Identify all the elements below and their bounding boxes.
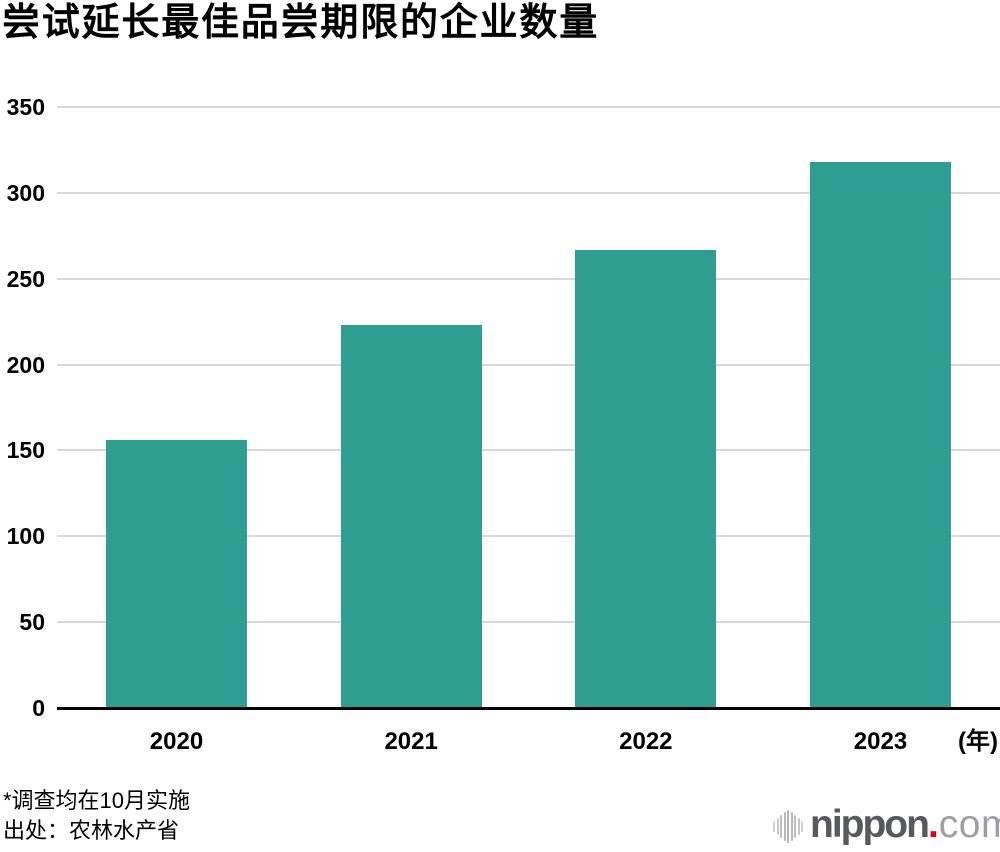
y-tick-label-350: 350 xyxy=(6,94,45,120)
footnote-survey: *调查均在10月实施 xyxy=(3,788,191,813)
x-tick-label-2022: 2022 xyxy=(619,728,673,755)
gridline-100 xyxy=(57,535,1000,538)
gridline-250 xyxy=(57,277,1000,280)
footnotes: *调查均在10月实施 出处：农林水产省 xyxy=(3,786,190,846)
bar-chart-plot-area xyxy=(57,106,1000,708)
bar-2022 xyxy=(575,249,717,708)
nippon-logo: nippon.com xyxy=(810,800,1000,850)
y-tick-label-300: 300 xyxy=(6,179,45,206)
y-tick-label-250: 250 xyxy=(6,265,45,292)
y-tick-label-150: 150 xyxy=(6,437,45,464)
y-tick-label-50: 50 xyxy=(19,609,45,636)
gridline-200 xyxy=(57,363,1000,366)
logo-dot: . xyxy=(927,803,939,846)
soundwave-bars-icon xyxy=(773,810,803,843)
logo-brand: nippon xyxy=(810,803,930,846)
y-tick-label-0: 0 xyxy=(32,695,45,721)
gridline-50 xyxy=(57,621,1000,624)
x-tick-label-2021: 2021 xyxy=(384,728,438,755)
gridline-300 xyxy=(57,191,1000,194)
footnote-source: 出处：农林水产省 xyxy=(3,818,180,843)
x-tick-label-2020: 2020 xyxy=(149,728,204,755)
bar-2021 xyxy=(340,325,482,708)
y-tick-label-200: 200 xyxy=(6,351,45,378)
bar-2020 xyxy=(106,440,247,708)
y-tick-label-100: 100 xyxy=(6,523,45,550)
bar-2023 xyxy=(809,161,951,708)
x-tick-label-2023: 2023 xyxy=(853,728,908,755)
gridline-350 xyxy=(57,106,1000,108)
logo-suffix: com xyxy=(938,803,1000,846)
x-axis-baseline xyxy=(57,707,1000,710)
gridline-150 xyxy=(57,449,1000,452)
chart-title: 尝试延长最佳品尝期限的企业数量 xyxy=(2,2,600,44)
x-axis-unit-label: (年) xyxy=(958,728,998,755)
